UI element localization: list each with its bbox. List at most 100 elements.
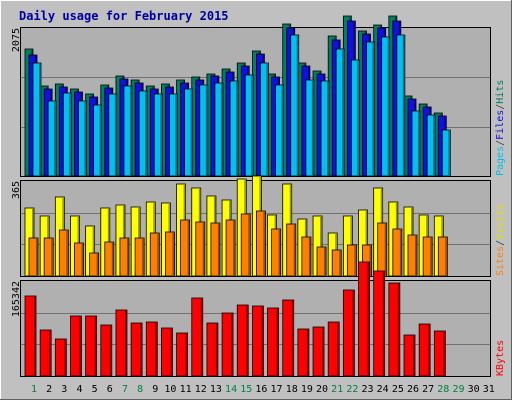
- x-tick-label: 19: [301, 384, 313, 395]
- bar-shadow: [308, 238, 311, 276]
- bar-shadow: [322, 328, 324, 376]
- bar-shadow: [387, 38, 390, 176]
- side-legend-3: KBytes: [495, 340, 506, 376]
- bar-shadow: [342, 50, 344, 176]
- x-tick-label: 29: [452, 384, 464, 395]
- x-tick-label: 22: [346, 384, 358, 395]
- bar-kbytes-day-21: [327, 321, 340, 377]
- bar-kbytes-day-8: [130, 322, 143, 377]
- x-tick-label: 13: [210, 384, 222, 395]
- bar-kbytes-day-12: [191, 297, 204, 377]
- bar-shadow: [384, 224, 387, 276]
- bar-shadow: [190, 90, 193, 176]
- bar-pages-day-14: [229, 80, 239, 177]
- bar-pages-day-20: [320, 80, 330, 177]
- bar-kbytes-day-19: [297, 328, 310, 377]
- x-tick-label: 2: [46, 384, 52, 395]
- bar-shadow: [126, 239, 129, 276]
- bar-shadow: [433, 116, 435, 176]
- legend-entry: /: [495, 104, 506, 110]
- bar-shadow: [111, 243, 114, 276]
- bar-kbytes-day-10: [161, 327, 173, 377]
- bar-shadow: [64, 340, 66, 376]
- y-max-label-kbytes: 165342: [11, 281, 22, 317]
- y-max-label-hits: 2075: [11, 28, 22, 52]
- x-tick-label: 25: [392, 384, 404, 395]
- bar-shadow: [36, 239, 38, 276]
- bar-shadow: [293, 225, 296, 276]
- bar-pages-day-10: [169, 93, 178, 177]
- bar-kbytes-day-23: [358, 261, 370, 377]
- bar-kbytes-day-24: [373, 270, 386, 377]
- x-tick-label: 15: [240, 384, 252, 395]
- bar-shadow: [327, 82, 329, 176]
- bar-shadow: [445, 238, 447, 276]
- side-legend-1: Pages/Files/Hits: [495, 80, 506, 176]
- bar-marks: [24, 15, 451, 377]
- bar-sites-day-2: [43, 237, 54, 277]
- x-tick-label: 17: [271, 384, 283, 395]
- x-tick-label: 11: [180, 384, 192, 395]
- bar-shadow: [231, 314, 233, 376]
- bar-shadow: [263, 212, 265, 276]
- x-tick-label: 5: [92, 384, 98, 395]
- bar-pages-day-28: [441, 129, 451, 177]
- bar-sites-day-22: [346, 244, 357, 277]
- bar-sites-day-4: [74, 242, 84, 277]
- bar-kbytes-day-9: [145, 321, 158, 377]
- x-tick-label: 6: [107, 384, 113, 395]
- bar-shadow: [399, 230, 402, 276]
- bar-kbytes-day-28: [433, 330, 446, 377]
- bar-pages-day-15: [244, 74, 254, 177]
- x-tick-label: 1: [31, 384, 37, 395]
- bar-shadow: [145, 92, 147, 176]
- bar-sites-day-7: [119, 237, 130, 277]
- bar-shadow: [202, 223, 205, 276]
- side-legend-2: Sites/Visits: [495, 204, 506, 276]
- bar-pages-day-3: [62, 92, 72, 177]
- bar-shadow: [365, 211, 368, 276]
- bar-sites-day-12: [195, 221, 206, 277]
- bar-pages-day-22: [350, 59, 360, 177]
- bar-pages-day-11: [184, 88, 194, 177]
- x-tick-label: 21: [331, 384, 343, 395]
- bar-shadow: [415, 236, 417, 276]
- bar-shadow: [220, 84, 223, 176]
- bar-shadow: [92, 227, 95, 276]
- legend-entry: Files: [495, 110, 506, 140]
- bar-shadow: [236, 82, 238, 176]
- bar-pages-day-17: [275, 84, 284, 177]
- bar-shadow: [276, 309, 279, 376]
- bar-shadow: [281, 86, 284, 176]
- bar-pages-day-13: [214, 82, 224, 177]
- bar-shadow: [215, 324, 218, 376]
- side-legends: Pages/Files/Hits Sites/Visits KBytes: [495, 80, 506, 376]
- bar-pages-day-26: [411, 110, 421, 177]
- x-tick-label: 20: [316, 384, 328, 395]
- bar-sites-day-8: [134, 237, 145, 277]
- bar-sites-day-1: [28, 237, 39, 277]
- bar-shadow: [397, 284, 400, 376]
- bar-shadow: [49, 331, 51, 376]
- bar-sites-day-27: [422, 236, 433, 277]
- bar-shadow: [372, 43, 375, 176]
- bar-shadow: [266, 64, 268, 176]
- bar-kbytes-day-17: [267, 307, 279, 377]
- bar-sites-day-9: [149, 232, 160, 277]
- bar-pages-day-4: [78, 100, 87, 177]
- x-tick-label: 28: [437, 384, 449, 395]
- x-tick-label: 12: [195, 384, 207, 395]
- bar-pages-day-9: [153, 93, 163, 177]
- bar-pages-day-2: [47, 100, 57, 177]
- legend-entry: /: [495, 240, 506, 246]
- bar-sites-day-28: [437, 236, 448, 277]
- bar-shadow: [324, 248, 326, 276]
- bar-shadow: [129, 87, 132, 176]
- x-axis-labels: 1 2 3 4 5 6 7 8 9 10 11 12 13 14 15 16 17 18 19 20 21 22 23 24 2…: [31, 384, 495, 395]
- bar-shadow: [217, 224, 220, 276]
- bar-kbytes-day-1: [24, 295, 37, 377]
- bar-kbytes-day-20: [312, 326, 325, 377]
- bar-shadow: [157, 234, 159, 276]
- x-tick-label: 18: [286, 384, 298, 395]
